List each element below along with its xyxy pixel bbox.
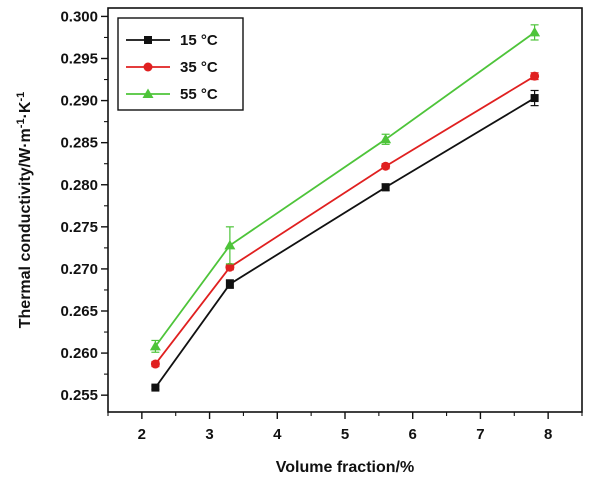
data-point	[530, 71, 540, 81]
legend-swatch-marker	[144, 36, 152, 44]
data-point	[225, 262, 235, 272]
x-tick-label: 7	[476, 426, 484, 443]
y-tick-label: 0.265	[60, 303, 98, 320]
data-point	[380, 133, 392, 144]
y-axis-title-sup1: -1	[15, 118, 27, 128]
series-layer	[149, 24, 541, 392]
x-tick-label: 3	[205, 426, 213, 443]
y-tick-label: 0.260	[60, 345, 98, 362]
legend-label: 15 °C	[180, 32, 218, 49]
y-tick-label: 0.270	[60, 261, 98, 278]
y-tick-label: 0.295	[60, 51, 98, 68]
series-3	[149, 24, 541, 353]
data-point	[529, 26, 541, 37]
legend-label: 55 °C	[180, 86, 218, 103]
data-point	[381, 161, 391, 171]
data-point	[381, 183, 390, 192]
y-tick-label: 0.280	[60, 177, 98, 194]
legend-label: 35 °C	[180, 59, 218, 76]
x-axis-title: Volume fraction/%	[276, 459, 414, 476]
data-point	[149, 340, 161, 351]
data-point	[150, 359, 160, 369]
data-point	[530, 94, 539, 103]
series-1	[151, 89, 539, 392]
y-tick-label: 0.290	[60, 93, 98, 110]
y-axis-title: Thermal conductivity/W·m-1·K-1	[15, 92, 34, 328]
y-axis-title-sup2: -1	[15, 92, 27, 102]
x-axis-ticks: 2 3 4 5 6 7 8	[107, 412, 583, 443]
series-line	[154, 97, 536, 389]
x-tick-label: 2	[138, 426, 146, 443]
y-tick-label: 0.300	[60, 8, 98, 25]
x-tick-label: 8	[544, 426, 552, 443]
x-tick-label: 5	[341, 426, 349, 443]
y-axis-ticks: 0.255 0.260 0.265 0.270 0.275 0.280 0.285 0.290…	[60, 8, 108, 404]
series-2	[150, 71, 540, 369]
legend-swatch-marker	[142, 88, 154, 98]
legend: 15 °C 35 °C 55 °C	[117, 17, 244, 111]
y-tick-label: 0.285	[60, 135, 98, 152]
data-point	[225, 280, 234, 289]
series-line	[154, 75, 536, 365]
series-line	[154, 31, 536, 347]
legend-swatch-marker	[143, 62, 153, 72]
x-tick-label: 4	[273, 426, 282, 443]
y-axis-title-base: Thermal conductivity/W·m	[17, 128, 34, 328]
y-axis-title-mid: ·K	[17, 101, 34, 118]
x-tick-label: 6	[409, 426, 417, 443]
data-point	[151, 383, 160, 392]
y-tick-label: 0.275	[60, 219, 98, 236]
y-tick-label: 0.255	[60, 387, 98, 404]
data-point	[224, 239, 236, 250]
